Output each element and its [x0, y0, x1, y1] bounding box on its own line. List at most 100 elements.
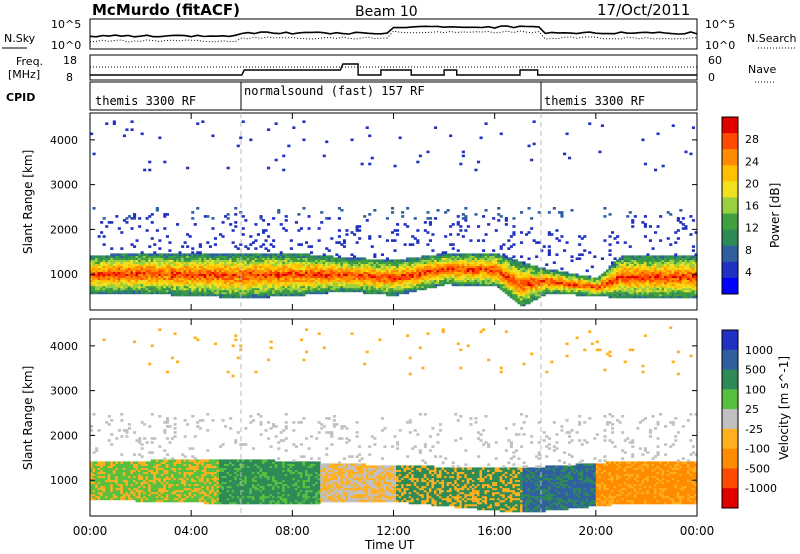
power-cell — [514, 291, 518, 295]
power-cell — [277, 287, 281, 291]
power-cell — [198, 255, 202, 258]
power-cell — [289, 263, 293, 266]
power-cell — [573, 291, 577, 295]
power-cell — [689, 281, 693, 285]
power-cell — [307, 227, 311, 230]
power-cell — [307, 277, 311, 281]
power-cell — [231, 255, 235, 258]
power-cell — [461, 281, 465, 285]
power-cell — [312, 283, 316, 287]
power-cell — [691, 269, 695, 273]
power-cell — [216, 253, 220, 256]
power-cell — [112, 289, 116, 293]
power-cell — [355, 275, 359, 279]
power-cell — [681, 223, 685, 226]
power-cell — [317, 263, 321, 266]
power-cell — [613, 275, 617, 279]
power-cell — [224, 265, 228, 269]
power-cell — [646, 271, 650, 275]
power-cell — [403, 275, 407, 279]
power-cell — [580, 277, 584, 281]
power-cell — [125, 275, 129, 279]
power-cell — [550, 289, 554, 293]
power-cell — [178, 281, 182, 285]
power-cell — [555, 285, 559, 289]
power-cell — [262, 243, 266, 246]
power-cell — [575, 289, 579, 293]
power-cell — [679, 283, 683, 287]
power-cell — [621, 285, 625, 289]
power-cell — [487, 269, 491, 273]
power-cell — [464, 281, 468, 285]
power-cell — [272, 239, 276, 242]
power-cell — [616, 259, 620, 262]
power-cell — [408, 257, 412, 260]
power-cell — [231, 295, 235, 299]
power-cell — [95, 265, 99, 269]
power-cell — [107, 275, 111, 279]
power-cell — [148, 279, 152, 283]
power-cell — [186, 269, 190, 273]
power-cell — [315, 255, 319, 258]
power-cell — [163, 261, 167, 264]
power-cell — [671, 255, 675, 258]
power-cell — [643, 215, 647, 218]
power-cell — [203, 255, 207, 258]
power-cell — [251, 263, 255, 266]
power-cell — [456, 255, 460, 258]
velocity-cell — [97, 475, 101, 479]
power-cell — [444, 271, 448, 275]
power-cell — [310, 281, 314, 285]
power-cell — [691, 263, 695, 266]
power-cell — [236, 291, 240, 295]
power-cell — [434, 259, 438, 262]
power-cell — [621, 261, 625, 264]
power-cell — [580, 289, 584, 293]
power-cell — [643, 285, 647, 289]
power-cell — [264, 257, 268, 260]
power-cell — [459, 281, 463, 285]
power-cell — [173, 283, 177, 287]
power-cell — [383, 287, 387, 291]
power-cell — [588, 122, 592, 125]
power-cell — [679, 285, 683, 289]
power-cell — [555, 273, 559, 277]
power-cell — [456, 265, 460, 269]
power-cell — [555, 275, 559, 279]
power-cell — [517, 281, 521, 285]
power-cell — [272, 245, 276, 248]
power-cell — [509, 267, 513, 271]
power-cell — [471, 271, 475, 275]
power-cell — [613, 287, 617, 291]
power-cell — [459, 279, 463, 283]
velocity-cell — [92, 489, 96, 493]
power-cell — [484, 275, 488, 279]
power-cell — [193, 267, 197, 271]
power-cell — [226, 295, 230, 299]
power-cell — [388, 287, 392, 291]
power-cell — [208, 253, 212, 256]
power-cell — [373, 253, 377, 256]
power-cell — [656, 291, 660, 295]
power-cell — [229, 281, 233, 285]
power-cell — [646, 267, 650, 271]
power-cell — [244, 275, 248, 279]
power-cell — [353, 255, 357, 258]
power-cell — [454, 257, 458, 260]
power-cell — [226, 265, 230, 269]
power-cell — [165, 271, 169, 275]
power-cell — [150, 289, 154, 293]
power-cell — [148, 265, 152, 269]
power-cell — [211, 255, 215, 258]
power-cell — [671, 283, 675, 287]
velocity-cell — [97, 479, 101, 483]
power-cell — [461, 154, 465, 158]
power-cell — [502, 261, 506, 264]
power-cell — [408, 259, 412, 262]
power-cell — [520, 263, 524, 266]
power-cell — [474, 265, 478, 269]
power-cell — [646, 281, 650, 285]
power-cell — [193, 287, 197, 291]
power-cell — [191, 259, 195, 262]
power-cell — [102, 279, 106, 283]
